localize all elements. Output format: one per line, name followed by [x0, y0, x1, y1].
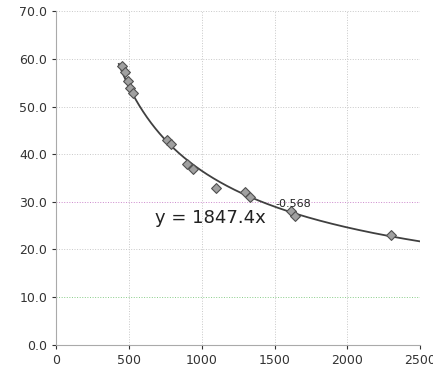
Text: -0.568: -0.568: [275, 199, 311, 209]
Point: [130, 90, 137, 97]
Point: [190, 165, 197, 172]
Point: [242, 189, 249, 195]
Point: [121, 69, 128, 75]
Point: [291, 213, 298, 219]
Point: [213, 185, 220, 191]
Point: [184, 161, 191, 167]
Point: [118, 63, 125, 69]
Text: y = 1847.4x: y = 1847.4x: [155, 210, 266, 228]
Point: [124, 77, 131, 83]
Point: [388, 232, 394, 238]
Point: [127, 85, 134, 91]
Point: [287, 208, 294, 214]
Point: [168, 141, 174, 147]
Point: [246, 194, 253, 200]
Point: [163, 137, 170, 143]
